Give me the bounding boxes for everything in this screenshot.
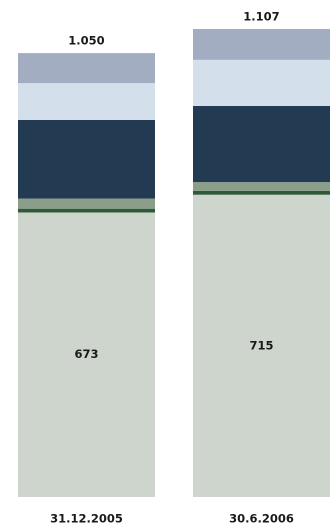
bar-segment (18, 208, 155, 213)
bar-segment (193, 190, 330, 195)
x-tick-label: 31.12.2005 (50, 512, 123, 526)
bar-segment (193, 194, 330, 497)
total-label: 1.050 (68, 34, 104, 48)
bar-segment (18, 198, 155, 209)
bar-segment (18, 83, 155, 120)
bar-segment (193, 182, 330, 191)
bar-segment (193, 59, 330, 106)
bar-segment (18, 212, 155, 497)
segment-label: 715 (249, 338, 273, 352)
bar-segment (193, 105, 330, 183)
bar-segment (193, 29, 330, 60)
total-label: 1.107 (243, 10, 279, 24)
bar-segment (18, 53, 155, 84)
segment-label: 673 (74, 347, 98, 361)
bar-segment (18, 119, 155, 199)
x-tick-label: 30.6.2006 (229, 512, 294, 526)
